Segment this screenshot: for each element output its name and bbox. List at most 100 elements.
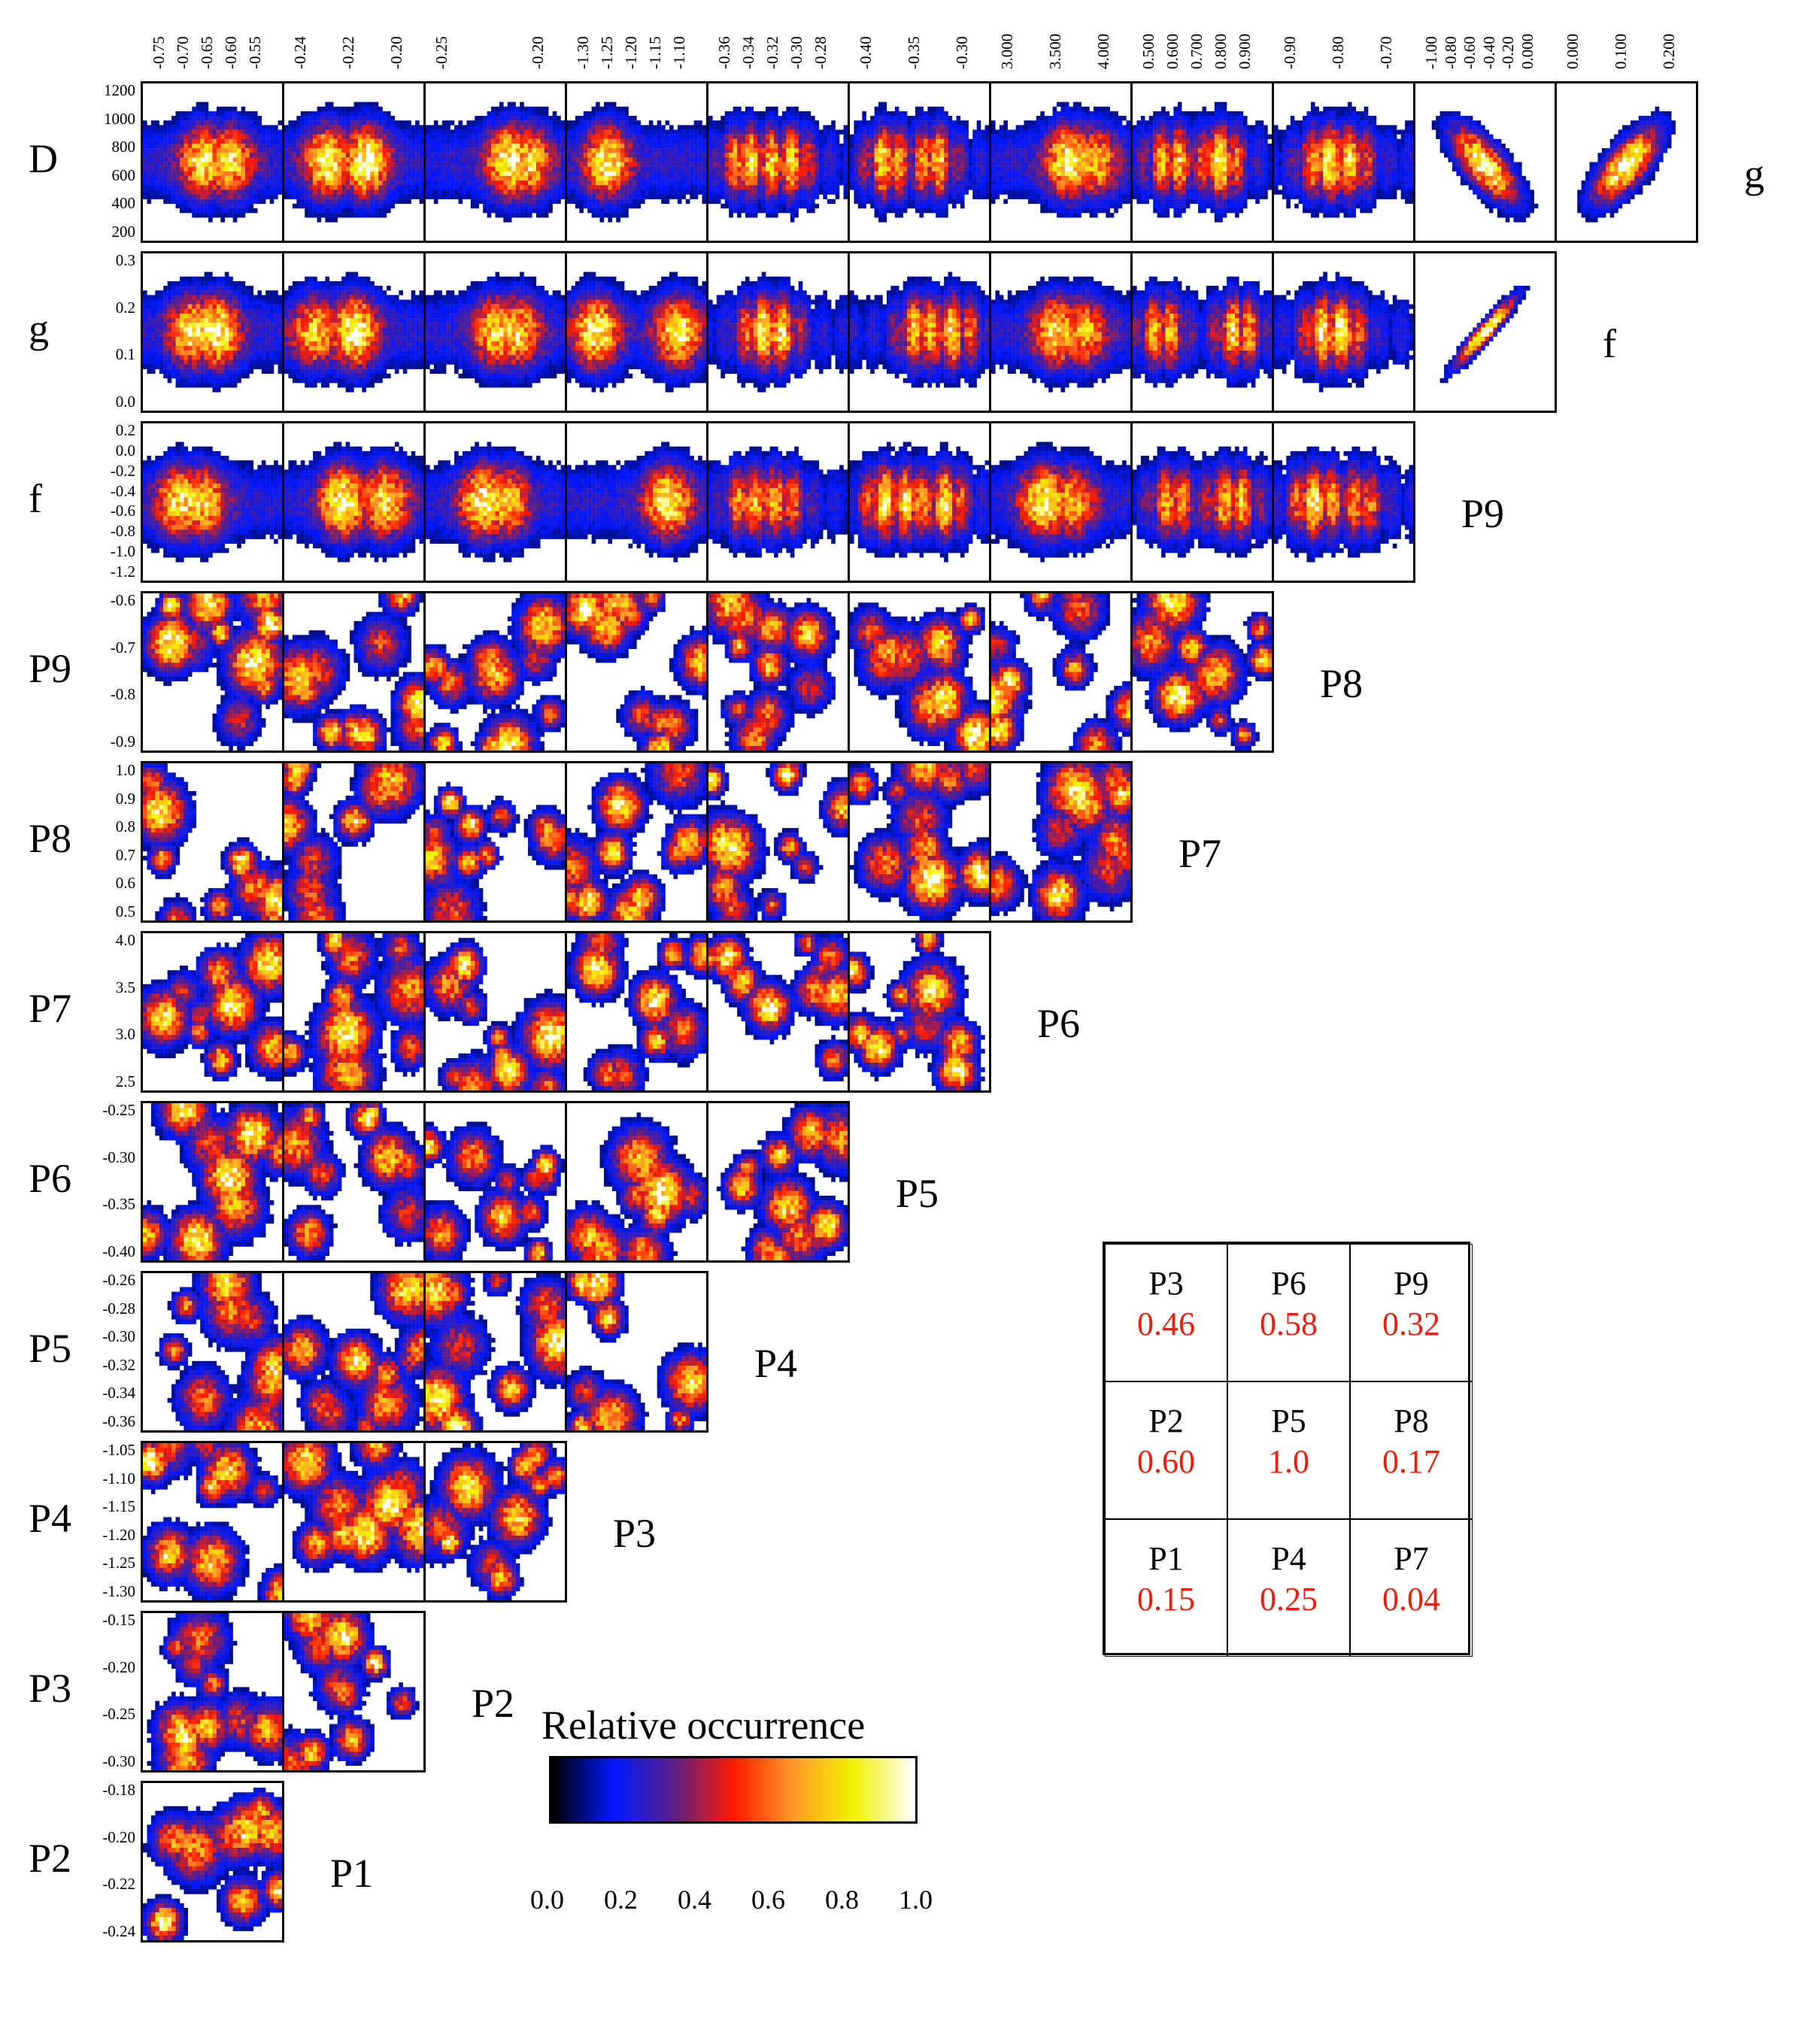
density-cell — [753, 208, 758, 214]
density-cell — [1064, 106, 1069, 112]
density-cell — [515, 157, 520, 162]
density-cell — [999, 171, 1004, 177]
density-cell — [196, 162, 201, 167]
density-cell — [729, 203, 733, 209]
density-cell — [902, 199, 908, 205]
density-cell — [583, 190, 588, 195]
density-cell — [1003, 185, 1008, 190]
density-cell — [1012, 129, 1016, 135]
density-cell — [823, 148, 827, 153]
density-cell — [475, 129, 479, 135]
density-cell — [196, 116, 201, 121]
density-cell — [454, 129, 459, 135]
density-cell — [616, 106, 620, 112]
density-cell — [466, 180, 472, 186]
density-cell — [433, 157, 438, 162]
density-cell — [560, 143, 565, 149]
density-cell — [196, 190, 201, 195]
density-cell — [402, 162, 408, 167]
density-cell — [702, 180, 706, 186]
density-cell — [237, 190, 241, 195]
density-cell — [528, 143, 532, 149]
density-cell — [305, 143, 309, 149]
density-cell — [208, 185, 213, 190]
density-cell — [931, 111, 936, 117]
density-cell — [1140, 125, 1145, 130]
density-cell — [976, 162, 981, 167]
density-cell — [1024, 175, 1029, 181]
density-cell — [1126, 148, 1130, 153]
density-cell — [1057, 185, 1061, 190]
density-cell — [237, 175, 241, 181]
density-cell — [839, 153, 844, 158]
density-cell — [854, 138, 859, 144]
density-cell — [483, 175, 487, 181]
density-cell — [143, 143, 147, 149]
density-cell — [1027, 134, 1033, 139]
density-cell — [720, 134, 725, 139]
density-cell — [850, 162, 854, 167]
density-cell — [790, 153, 795, 158]
density-cell — [1052, 190, 1057, 195]
density-cell — [1044, 116, 1049, 121]
density-cell — [1048, 199, 1053, 205]
density-cell — [499, 175, 504, 181]
density-cell — [1060, 171, 1066, 177]
density-cell — [603, 171, 608, 177]
density-cell — [708, 171, 713, 177]
density-cell — [981, 148, 985, 153]
density-cell — [778, 185, 783, 190]
density-cell — [216, 208, 221, 214]
density-cell — [753, 148, 758, 153]
density-cell — [1218, 116, 1223, 121]
density-cell — [781, 120, 787, 126]
density-cell — [1239, 116, 1244, 121]
density-cell — [1101, 111, 1106, 117]
density-cell — [535, 162, 541, 167]
density-cell — [325, 190, 330, 195]
density-cell — [532, 185, 537, 190]
density-cell — [143, 125, 147, 130]
density-cell — [159, 134, 164, 139]
density-cell — [466, 166, 472, 171]
density-cell — [1136, 125, 1142, 130]
density-cell — [571, 199, 576, 205]
density-cell — [806, 125, 811, 130]
density-cell — [499, 143, 504, 149]
density-cell — [1069, 106, 1074, 112]
density-cell — [857, 180, 863, 186]
density-cell — [915, 185, 920, 190]
density-cell — [923, 120, 928, 126]
density-cell — [1036, 143, 1041, 149]
density-cell — [159, 194, 164, 199]
density-cell — [253, 111, 258, 117]
density-cell — [583, 166, 588, 171]
density-cell — [175, 175, 180, 181]
density-cell — [292, 120, 297, 126]
density-cell — [761, 138, 766, 144]
density-cell — [698, 171, 702, 177]
density-cell — [870, 199, 875, 205]
density-cell — [681, 190, 686, 195]
density-cell — [1064, 166, 1069, 171]
density-cell — [927, 143, 933, 149]
density-cell — [470, 185, 475, 190]
density-cell — [557, 125, 561, 130]
density-cell — [757, 194, 762, 199]
density-cell — [441, 171, 447, 177]
density-cell — [729, 148, 733, 153]
density-cell — [374, 175, 379, 181]
density-cell — [446, 153, 450, 158]
density-cell — [245, 157, 250, 162]
density-cell — [438, 134, 442, 139]
density-cell — [616, 162, 620, 167]
density-cell — [1020, 190, 1024, 195]
density-cell — [831, 143, 836, 149]
density-cell — [1060, 120, 1066, 126]
density-cell — [862, 125, 866, 130]
density-cell — [1064, 125, 1069, 130]
density-cell — [163, 134, 168, 139]
density-cell — [224, 180, 229, 186]
density-cell — [628, 120, 633, 126]
density-cell — [616, 111, 620, 117]
